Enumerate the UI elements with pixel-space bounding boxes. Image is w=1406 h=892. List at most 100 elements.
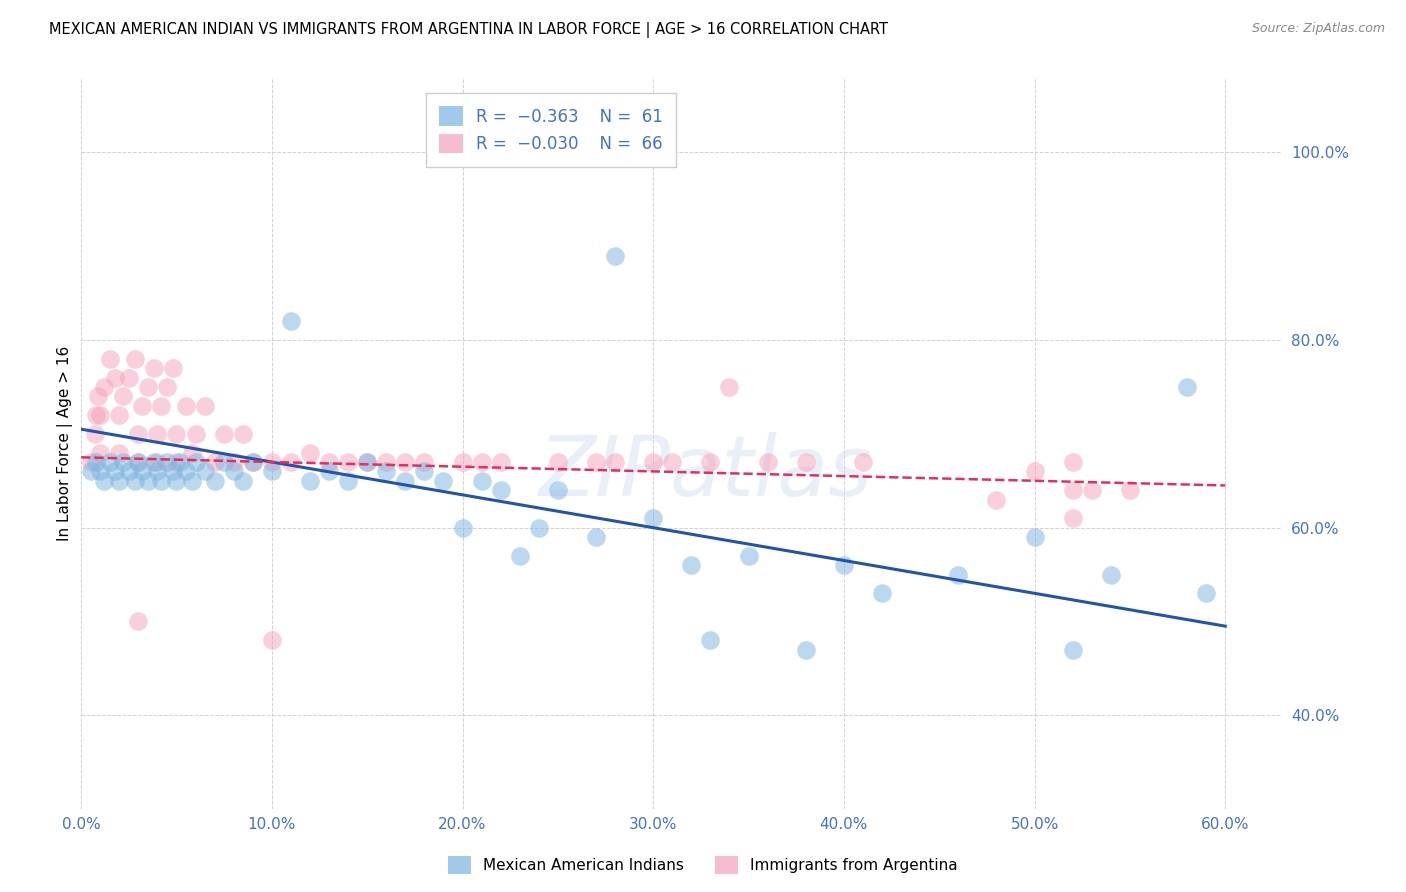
Point bbox=[718, 380, 741, 394]
Point bbox=[832, 558, 855, 573]
Point bbox=[180, 474, 202, 488]
Point bbox=[93, 380, 115, 394]
Point bbox=[212, 455, 235, 469]
Point bbox=[986, 492, 1008, 507]
Point bbox=[318, 464, 340, 478]
Point bbox=[127, 455, 149, 469]
Point bbox=[547, 455, 569, 469]
Point bbox=[661, 455, 683, 469]
Point bbox=[337, 474, 360, 488]
Point bbox=[112, 455, 135, 469]
Point bbox=[527, 521, 550, 535]
Point bbox=[112, 389, 135, 403]
Point bbox=[108, 445, 131, 459]
Point bbox=[1081, 483, 1104, 497]
Point bbox=[756, 455, 779, 469]
Point bbox=[127, 615, 149, 629]
Point bbox=[127, 426, 149, 441]
Point bbox=[643, 455, 665, 469]
Point bbox=[547, 483, 569, 497]
Point bbox=[413, 464, 436, 478]
Point bbox=[174, 464, 197, 478]
Point bbox=[280, 314, 302, 328]
Point bbox=[260, 633, 283, 648]
Point bbox=[131, 464, 153, 478]
Point bbox=[131, 399, 153, 413]
Point bbox=[375, 464, 398, 478]
Point bbox=[375, 455, 398, 469]
Point bbox=[136, 474, 159, 488]
Point bbox=[1062, 455, 1084, 469]
Point bbox=[194, 399, 217, 413]
Point bbox=[180, 445, 202, 459]
Point bbox=[260, 464, 283, 478]
Point bbox=[585, 530, 607, 544]
Point bbox=[184, 426, 207, 441]
Point bbox=[394, 474, 416, 488]
Point bbox=[489, 455, 512, 469]
Point bbox=[1175, 380, 1198, 394]
Point bbox=[699, 633, 721, 648]
Point bbox=[166, 426, 188, 441]
Point bbox=[89, 445, 111, 459]
Point bbox=[794, 642, 817, 657]
Point bbox=[83, 426, 105, 441]
Point bbox=[86, 408, 108, 422]
Point bbox=[98, 455, 121, 469]
Point bbox=[222, 464, 245, 478]
Point bbox=[222, 455, 245, 469]
Point bbox=[298, 445, 321, 459]
Text: ZIPatlas: ZIPatlas bbox=[538, 432, 873, 513]
Point bbox=[1024, 530, 1046, 544]
Point bbox=[318, 455, 340, 469]
Y-axis label: In Labor Force | Age > 16: In Labor Force | Age > 16 bbox=[58, 345, 73, 541]
Point bbox=[242, 455, 264, 469]
Point bbox=[681, 558, 703, 573]
Point bbox=[1062, 642, 1084, 657]
Point bbox=[79, 455, 101, 469]
Point bbox=[356, 455, 378, 469]
Legend: R =  −0.363    N =  61, R =  −0.030    N =  66: R = −0.363 N = 61, R = −0.030 N = 66 bbox=[426, 93, 676, 167]
Point bbox=[87, 389, 110, 403]
Point bbox=[1062, 483, 1084, 497]
Point bbox=[89, 464, 111, 478]
Legend: Mexican American Indians, Immigrants from Argentina: Mexican American Indians, Immigrants fro… bbox=[443, 850, 963, 880]
Point bbox=[232, 474, 254, 488]
Point bbox=[509, 549, 531, 563]
Point bbox=[260, 455, 283, 469]
Point bbox=[79, 464, 101, 478]
Point bbox=[737, 549, 759, 563]
Point bbox=[204, 474, 226, 488]
Point bbox=[104, 370, 127, 384]
Point bbox=[124, 474, 146, 488]
Point bbox=[93, 474, 115, 488]
Point bbox=[212, 426, 235, 441]
Point bbox=[86, 455, 108, 469]
Point bbox=[585, 455, 607, 469]
Point bbox=[1195, 586, 1218, 600]
Point bbox=[699, 455, 721, 469]
Point bbox=[162, 361, 184, 376]
Point bbox=[184, 455, 207, 469]
Point bbox=[1062, 511, 1084, 525]
Point bbox=[603, 249, 626, 263]
Point bbox=[794, 455, 817, 469]
Point bbox=[174, 399, 197, 413]
Point bbox=[146, 455, 169, 469]
Point bbox=[489, 483, 512, 497]
Point bbox=[98, 351, 121, 366]
Point bbox=[104, 464, 127, 478]
Point bbox=[156, 455, 179, 469]
Point bbox=[451, 521, 474, 535]
Point bbox=[948, 567, 970, 582]
Point bbox=[1024, 464, 1046, 478]
Point bbox=[142, 455, 165, 469]
Point bbox=[394, 455, 416, 469]
Text: Source: ZipAtlas.com: Source: ZipAtlas.com bbox=[1251, 22, 1385, 36]
Point bbox=[471, 455, 494, 469]
Point bbox=[603, 455, 626, 469]
Point bbox=[146, 426, 169, 441]
Point bbox=[150, 474, 173, 488]
Point bbox=[118, 370, 141, 384]
Point bbox=[150, 399, 173, 413]
